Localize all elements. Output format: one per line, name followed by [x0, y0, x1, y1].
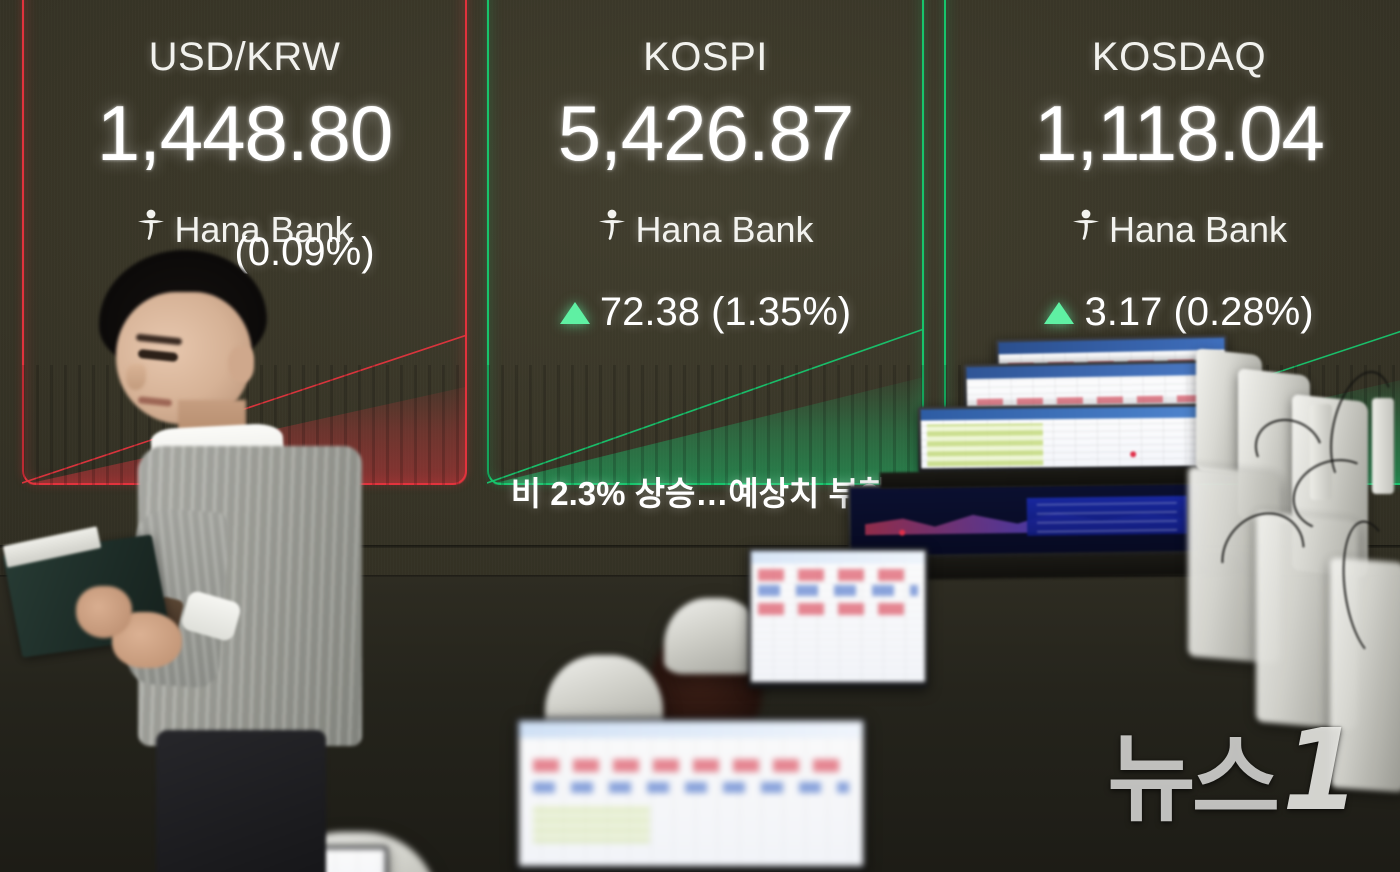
monitor-center-back — [748, 548, 928, 688]
panel-change-usdkrw: (0.09%) — [22, 230, 467, 275]
panel-change-kosdaq: 3.17 (0.28%) — [944, 290, 1400, 335]
person-nose — [126, 364, 146, 390]
panel-brand-kospi: Hana Bank — [487, 208, 924, 251]
panel-change-label: 72.38 (1.35%) — [599, 290, 852, 334]
monitor-row-3 — [917, 403, 1215, 475]
hana-figure-icon — [1071, 208, 1101, 251]
panel-value-kosdaq: 1,118.04 — [1034, 89, 1325, 177]
triangle-up-icon — [1044, 301, 1075, 324]
panel-title-kospi: KOSPI — [643, 35, 768, 79]
wall-seam-lower — [0, 575, 1400, 577]
panel-title-usdkrw: USD/KRW — [148, 35, 341, 79]
panel-brand-label: Hana Bank — [1108, 208, 1288, 250]
person-reading-document — [2, 244, 362, 872]
panel-value-usdkrw: 1,448.80 — [96, 89, 394, 177]
person-ear — [228, 346, 254, 382]
hana-figure-icon — [136, 208, 166, 251]
panel-brand-usdkrw: Hana Bank — [22, 208, 467, 251]
panel-brand-label: Hana Bank — [635, 208, 814, 250]
panel-brand-kosdaq: Hana Bank — [944, 208, 1400, 251]
monitor-stem-1 — [1310, 404, 1332, 500]
person-hand-left — [76, 586, 132, 638]
panel-area-chart — [487, 365, 924, 485]
monitor-stem-2 — [1372, 398, 1394, 494]
panel-brand-label: Hana Bank — [174, 208, 353, 250]
panel-value-kospi: 5,426.87 — [557, 89, 855, 177]
triangle-up-icon — [559, 301, 590, 324]
person-trousers — [156, 730, 326, 872]
panel-change-label: (0.09%) — [234, 230, 375, 274]
panel-title-kosdaq: KOSDAQ — [1091, 35, 1267, 79]
office-chair-2 — [664, 598, 764, 674]
monitor-center-front — [516, 718, 866, 872]
wall-seam-upper — [0, 545, 1400, 548]
ticker-headline: 비 2.3% 상승…예상치 부합 — [510, 475, 890, 512]
panel-trendline — [487, 315, 924, 485]
panel-change-kospi: 72.38 (1.35%) — [487, 290, 924, 335]
quote-panel-kospi: KOSPI 5,426.87 Hana Bank 72.38 (1.35%) — [487, 0, 924, 485]
hana-figure-icon — [597, 208, 627, 251]
panel-change-label: 3.17 (0.28%) — [1084, 290, 1314, 334]
